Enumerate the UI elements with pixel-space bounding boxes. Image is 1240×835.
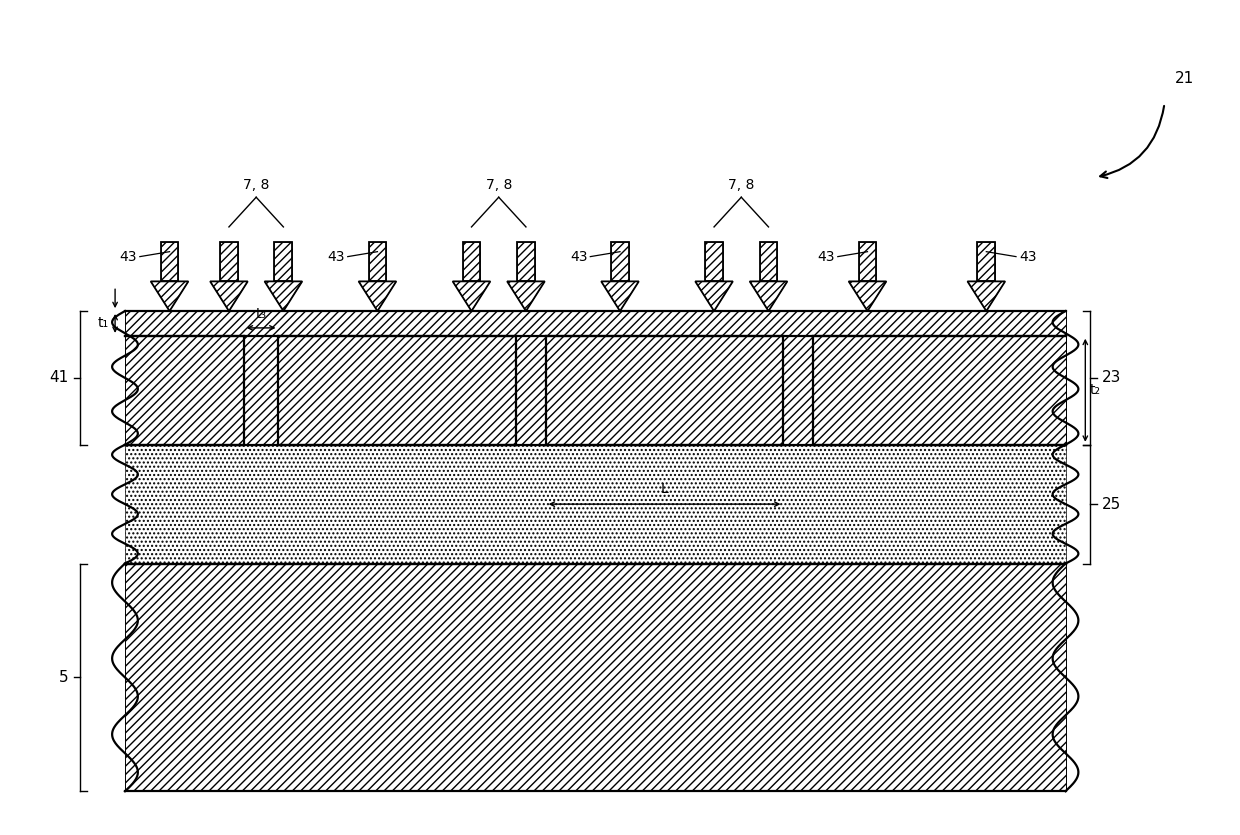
Polygon shape xyxy=(453,281,490,311)
Text: 25: 25 xyxy=(1102,497,1121,512)
Polygon shape xyxy=(125,336,244,445)
Polygon shape xyxy=(463,242,480,281)
Text: 7, 8: 7, 8 xyxy=(243,178,269,192)
Polygon shape xyxy=(125,564,1065,792)
Polygon shape xyxy=(967,281,1006,311)
Text: 7, 8: 7, 8 xyxy=(728,178,754,192)
Polygon shape xyxy=(274,242,293,281)
Polygon shape xyxy=(813,336,1065,445)
Polygon shape xyxy=(848,281,887,311)
Polygon shape xyxy=(210,281,248,311)
Polygon shape xyxy=(358,281,397,311)
Polygon shape xyxy=(507,281,544,311)
Polygon shape xyxy=(125,445,1065,564)
Text: 43: 43 xyxy=(119,250,136,264)
Polygon shape xyxy=(219,242,238,281)
Text: 23: 23 xyxy=(1102,371,1121,386)
Polygon shape xyxy=(601,281,639,311)
Text: t₂: t₂ xyxy=(1089,383,1100,397)
FancyArrowPatch shape xyxy=(1100,106,1164,178)
Polygon shape xyxy=(125,336,1065,445)
Polygon shape xyxy=(750,281,787,311)
Text: 5: 5 xyxy=(60,670,68,685)
Text: t₃: t₃ xyxy=(255,307,267,321)
Polygon shape xyxy=(368,242,387,281)
Text: t₁: t₁ xyxy=(98,316,109,331)
Text: 43: 43 xyxy=(1019,250,1037,264)
Text: 41: 41 xyxy=(50,371,68,386)
Text: 43: 43 xyxy=(327,250,345,264)
Polygon shape xyxy=(279,336,516,445)
Polygon shape xyxy=(706,242,723,281)
Text: L: L xyxy=(661,482,668,496)
Polygon shape xyxy=(517,242,534,281)
Polygon shape xyxy=(125,311,1065,336)
Polygon shape xyxy=(546,336,784,445)
Text: 21: 21 xyxy=(1174,71,1194,86)
Text: 43: 43 xyxy=(817,250,835,264)
Polygon shape xyxy=(161,242,179,281)
Polygon shape xyxy=(760,242,777,281)
Polygon shape xyxy=(611,242,629,281)
Polygon shape xyxy=(977,242,996,281)
Text: 43: 43 xyxy=(570,250,588,264)
Polygon shape xyxy=(264,281,303,311)
Polygon shape xyxy=(858,242,877,281)
Text: 7, 8: 7, 8 xyxy=(486,178,512,192)
Polygon shape xyxy=(696,281,733,311)
Polygon shape xyxy=(151,281,188,311)
